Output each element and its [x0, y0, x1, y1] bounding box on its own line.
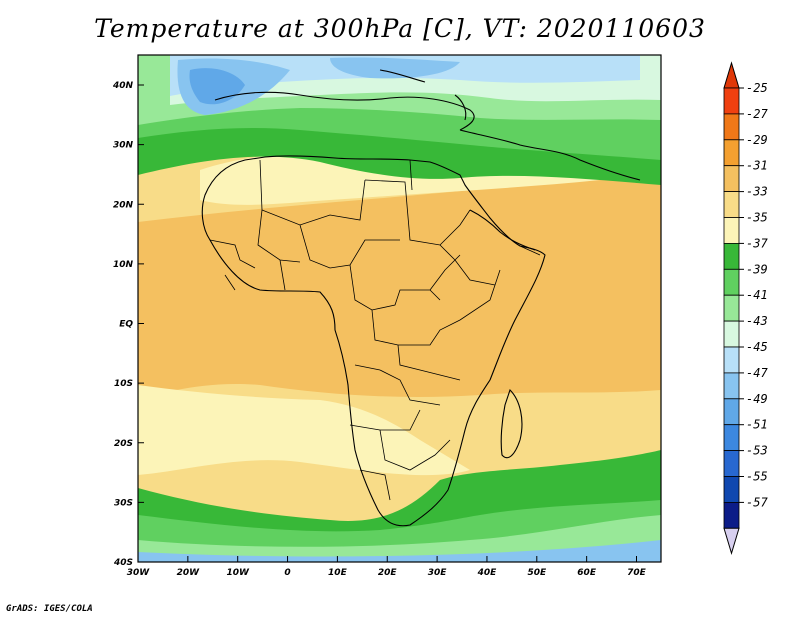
colorbar-swatch — [723, 398, 740, 426]
colorbar-label: -49 — [746, 392, 768, 406]
temperature-contour-region — [138, 160, 661, 398]
lon-tick-label: 50E — [527, 568, 547, 578]
colorbar-label: -51 — [746, 418, 768, 432]
plot-frame — [137, 54, 662, 563]
colorbar-label: -57 — [746, 495, 768, 509]
temperature-contour-region — [138, 385, 470, 476]
colorbar-label: -41 — [746, 288, 768, 302]
colorbar-label: -45 — [746, 340, 768, 354]
lon-tick-label: 10W — [226, 568, 250, 578]
grads-credit: GrADS: IGES/COLA — [6, 604, 93, 614]
lat-tick-label: 40N — [112, 81, 134, 91]
lon-tick-label: 20W — [177, 568, 201, 578]
colorbar-label: -35 — [746, 211, 768, 225]
colorbar-swatch — [723, 242, 740, 270]
lat-tick-label: 30S — [114, 498, 133, 508]
temperature-contour-region — [330, 57, 460, 79]
colorbar: -25 -27 -29 -31 -33 -35 -37 -39 -41 -43 -45 -47 -49 -… — [723, 61, 768, 556]
colorbar-label: -27 — [746, 107, 768, 121]
colorbar-swatch — [723, 191, 740, 218]
colorbar-swatch — [723, 139, 740, 167]
lon-tick-label: 30E — [428, 568, 448, 578]
colorbar-swatch — [723, 450, 740, 477]
map-title: Temperature at 300hPa [C], VT: 202011060… — [94, 14, 706, 43]
lat-tick-label: 40S — [113, 558, 133, 568]
lat-tick-label: 20N — [113, 200, 134, 210]
temperature-contour-region — [138, 540, 661, 562]
colorbar-top-arrow — [723, 61, 740, 89]
lon-tick-label: 0 — [284, 568, 290, 578]
colorbar-label: -31 — [746, 159, 768, 173]
lon-tick-label: 30W — [127, 568, 151, 578]
lat-tick-label: 20S — [114, 439, 133, 449]
colorbar-swatch — [723, 501, 740, 529]
colorbar-label: -55 — [746, 470, 768, 484]
colorbar-swatch — [723, 113, 740, 141]
colorbar-bottom-arrow — [723, 527, 740, 556]
colorbar-swatch — [723, 372, 740, 400]
colorbar-label: -47 — [746, 366, 768, 380]
colorbar-label: -25 — [746, 81, 768, 95]
country-borders — [209, 159, 541, 501]
coastlines — [201, 69, 641, 527]
lon-tick-label: 20E — [378, 568, 398, 578]
lon-tick-label: 70E — [627, 568, 647, 578]
lat-tick-label: EQ — [119, 320, 133, 330]
lat-tick-label: 10N — [113, 260, 134, 270]
colorbar-swatch — [723, 476, 740, 503]
lon-tick-label: 10E — [328, 568, 348, 578]
temperature-field — [138, 55, 661, 562]
colorbar-label: -53 — [746, 444, 768, 458]
colorbar-swatch — [723, 87, 740, 115]
temperature-contour-region — [138, 515, 661, 562]
colorbar-label: -29 — [746, 133, 768, 147]
latitude-axis: 40N 30N 20N 10N EQ 10S 20S 30S 40S — [112, 81, 144, 568]
colorbar-label: -43 — [746, 314, 768, 328]
longitude-axis: 30W 20W 10W 0 10E 20E 30E 40E 50E 60E 70E — [127, 556, 647, 578]
lat-tick-label: 10S — [114, 379, 133, 389]
colorbar-swatch — [723, 294, 740, 322]
lon-tick-label: 40E — [477, 568, 498, 578]
colorbar-label: -37 — [746, 236, 768, 250]
colorbar-label: -33 — [746, 185, 768, 199]
lat-tick-label: 30N — [113, 141, 134, 151]
colorbar-swatch — [723, 217, 740, 244]
colorbar-label: -39 — [746, 262, 768, 276]
colorbar-swatch — [723, 424, 740, 452]
colorbar-swatch — [723, 165, 740, 192]
lon-tick-label: 60E — [577, 568, 597, 578]
colorbar-swatch — [723, 320, 740, 348]
colorbar-swatch — [723, 268, 740, 296]
colorbar-swatch — [723, 346, 740, 374]
